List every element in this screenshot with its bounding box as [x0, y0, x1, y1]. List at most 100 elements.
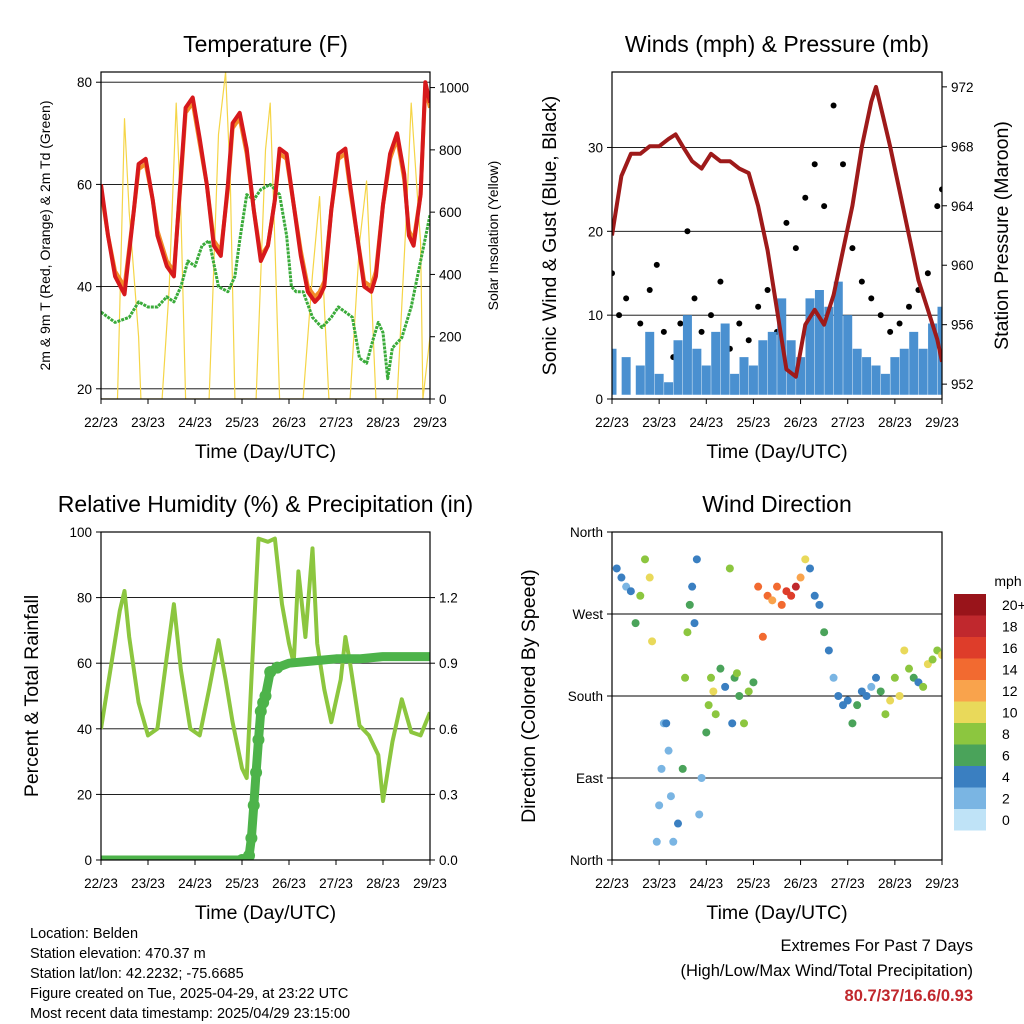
direction-point	[895, 692, 904, 700]
direction-point	[853, 701, 862, 710]
station-info: Location: Belden Station elevation: 470.…	[30, 924, 350, 1024]
gust-point	[802, 194, 809, 201]
elevation-text: Station elevation: 470.37 m	[30, 946, 206, 962]
gust-point	[764, 287, 771, 293]
y2-tick-label: 0.9	[439, 656, 458, 671]
colorbar-label: 18	[1002, 619, 1018, 635]
direction-point	[820, 628, 829, 637]
colorbar-swatch	[954, 615, 986, 637]
direction-point	[704, 701, 713, 710]
chart-title: Relative Humidity (%) & Precipitation (i…	[58, 491, 473, 517]
x-tick-label: 23/23	[642, 876, 676, 891]
colorbar-swatch	[954, 594, 986, 616]
location-text: Location: Belden	[30, 926, 139, 942]
direction-point	[806, 564, 814, 573]
precip-point	[259, 690, 272, 702]
y-axis-label: Sonic Wind & Gust (Blue, Black)	[539, 96, 561, 376]
y-tick-label: South	[568, 689, 603, 704]
gust-point	[821, 203, 828, 210]
direction-point	[749, 678, 758, 687]
colorbar-label: 4	[1002, 769, 1010, 785]
direction-point	[641, 555, 649, 564]
direction-point	[843, 696, 852, 705]
direction-point	[928, 655, 937, 664]
y-axis-label: 2m & 9m T (Red, Orange) & 2m Td (Green)	[37, 101, 53, 371]
series-total-precipitation	[101, 652, 430, 860]
direction-point	[886, 696, 895, 705]
x-tick-label: 28/23	[878, 876, 912, 891]
colorbar-label: 12	[1002, 683, 1018, 699]
x-tick-label: 25/23	[737, 876, 771, 891]
gust-point	[637, 320, 644, 327]
gust-point	[660, 328, 667, 335]
gust-point	[653, 261, 660, 268]
gust-point	[745, 337, 752, 344]
latlon-text: Station lat/lon: 42.2232; -75.6685	[30, 966, 244, 982]
colorbar-label: 8	[1002, 726, 1010, 742]
direction-point	[890, 673, 899, 682]
y-tick-label: North	[570, 853, 603, 868]
direction-point	[900, 646, 909, 655]
direction-point	[848, 719, 857, 728]
y2-tick-label: 600	[439, 205, 462, 220]
precip-point	[243, 849, 256, 860]
x-tick-label: 28/23	[366, 415, 400, 430]
series-2m-td	[101, 182, 430, 381]
direction-point	[636, 591, 645, 600]
colorbar-label: 20+	[1002, 597, 1024, 613]
y-tick-label: 40	[77, 280, 92, 295]
y2-tick-label: 956	[951, 318, 974, 333]
gust-point	[717, 278, 724, 285]
direction-point	[690, 619, 699, 628]
x-axis-label: Time (Day/UTC)	[195, 441, 336, 463]
colorbar-swatch	[954, 658, 986, 680]
direction-point	[631, 619, 640, 628]
precip-point	[247, 799, 260, 812]
direction-point	[801, 555, 810, 564]
extremes-title: Extremes For Past 7 Days	[780, 937, 973, 955]
direction-point	[692, 555, 701, 564]
y-tick-label: 60	[77, 656, 92, 671]
y-axis-label: Percent & Total Rainfall	[21, 595, 43, 797]
recent-timestamp-text: Most recent data timestamp: 2025/04/29 2…	[30, 1006, 351, 1022]
y2-tick-label: 972	[951, 80, 974, 95]
series-2m-t	[101, 80, 430, 304]
y-tick-label: East	[576, 771, 603, 786]
y-axis-label: Direction (Colored By Speed)	[518, 569, 540, 823]
y-tick-label: 0	[595, 392, 603, 407]
direction-point	[645, 573, 654, 582]
direction-point	[655, 801, 664, 810]
y-tick-label: West	[572, 607, 603, 622]
direction-point	[648, 637, 657, 646]
gust-point	[934, 203, 941, 210]
x-tick-label: 29/23	[413, 415, 447, 430]
direction-point	[787, 591, 796, 600]
y-tick-label: 10	[588, 308, 603, 323]
y-tick-label: 60	[77, 177, 92, 192]
x-axis-label: Time (Day/UTC)	[706, 441, 847, 463]
direction-point	[681, 673, 690, 682]
direction-point	[905, 664, 913, 673]
direction-point	[688, 582, 697, 591]
colorbar-swatch	[954, 809, 986, 831]
gust-point	[939, 186, 942, 193]
x-axis-label: Time (Day/UTC)	[195, 902, 336, 924]
y-tick-label: 40	[77, 722, 92, 737]
x-tick-label: 29/23	[413, 876, 447, 891]
direction-point	[824, 646, 833, 655]
gust-point	[858, 278, 865, 285]
direction-point	[740, 719, 748, 728]
gust-point	[708, 312, 714, 319]
x-tick-label: 25/23	[225, 876, 259, 891]
direction-point	[725, 564, 734, 573]
series-relative-humidity	[101, 536, 430, 803]
direction-point	[758, 632, 767, 641]
x-tick-label: 23/23	[642, 415, 676, 430]
y2-tick-label: 200	[439, 330, 462, 345]
colorbar-title: mph	[994, 573, 1021, 589]
colorbar-swatch	[954, 680, 986, 702]
colorbar-swatch	[954, 766, 986, 788]
direction-point	[938, 651, 942, 659]
direction-point	[702, 728, 711, 737]
created-text: Figure created on Tue, 2025-04-29, at 23…	[30, 986, 349, 1002]
